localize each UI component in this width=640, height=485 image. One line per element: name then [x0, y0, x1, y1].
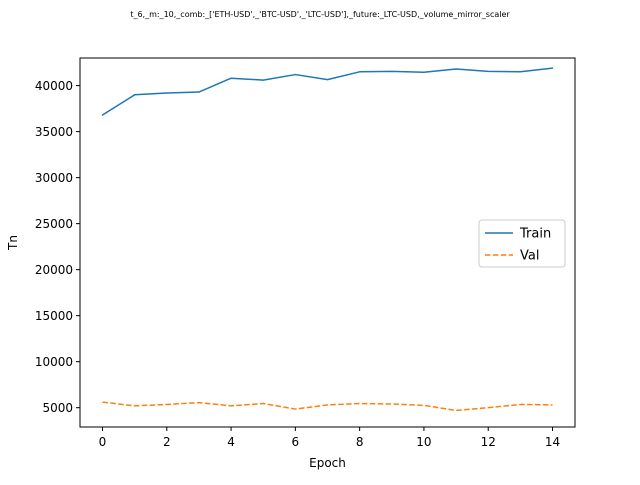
legend: Train Val: [478, 219, 566, 268]
plot-area: 0 2 4 6 8 10 12 14 5000 10000 15000 20000 25000 30000…: [35, 57, 576, 449]
x-axis-label: Epoch: [309, 456, 346, 470]
legend-label-val: Val: [520, 249, 539, 264]
y-tick-label: 5000: [42, 401, 73, 415]
legend-label-train: Train: [519, 227, 551, 242]
x-tick-label: 10: [416, 435, 431, 449]
y-axis-label: Tn: [6, 235, 20, 251]
legend-box: [478, 219, 566, 268]
x-tick-label: 8: [356, 435, 364, 449]
chart-title: t_6,_m:_10,_comb:_['ETH-USD',_'BTC-USD',…: [130, 10, 510, 19]
x-tick-label: 14: [545, 435, 560, 449]
axes-frame: [79, 57, 576, 428]
y-tick-label: 15000: [35, 309, 73, 323]
y-tick-label: 20000: [35, 263, 73, 277]
y-tick-label: 10000: [35, 355, 73, 369]
y-tick-label: 30000: [35, 171, 73, 185]
y-tick-label: 25000: [35, 217, 73, 231]
series-line-train: [101, 67, 554, 116]
y-tick-label: 40000: [35, 79, 73, 93]
x-tick-label: 6: [292, 435, 300, 449]
x-tick-label: 0: [99, 435, 107, 449]
x-tick-label: 12: [481, 435, 496, 449]
series-line-val: [102, 401, 553, 412]
y-tick-label: 35000: [35, 125, 73, 139]
x-tick-label: 2: [163, 435, 171, 449]
x-tick-label: 4: [227, 435, 235, 449]
